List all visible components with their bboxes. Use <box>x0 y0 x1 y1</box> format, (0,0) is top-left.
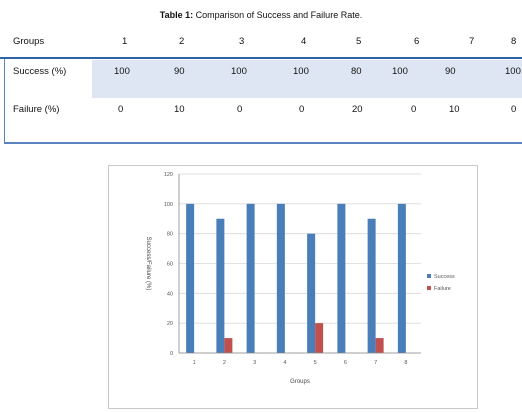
failure-value-4: 0 <box>299 104 305 115</box>
success-row-highlight <box>92 60 522 98</box>
failure-value-2: 10 <box>174 104 185 115</box>
success-value-5: 80 <box>351 66 362 77</box>
success-value-8: 100 <box>505 66 521 77</box>
header-group-1: 1 <box>122 36 128 47</box>
chart-bars <box>186 203 406 353</box>
failure-value-8: 0 <box>511 104 517 115</box>
y-tick-40: 40 <box>167 291 173 297</box>
y-tick-100: 100 <box>164 202 173 208</box>
bar-success-7 <box>367 218 376 353</box>
table-caption-number: Table 1: <box>159 10 194 20</box>
bar-failure-7 <box>375 338 384 353</box>
x-tick-7: 7 <box>374 360 377 366</box>
table-bottom-border <box>4 142 522 144</box>
x-tick-6: 6 <box>344 360 347 366</box>
x-tick-8: 8 <box>404 360 407 366</box>
bar-success-1 <box>186 203 195 353</box>
failure-value-3: 0 <box>237 104 243 115</box>
chart-legend: Success Failure <box>427 274 455 292</box>
x-tick-3: 3 <box>253 360 256 366</box>
legend-label-success: Success <box>434 274 455 280</box>
legend-swatch-failure <box>427 286 431 290</box>
chart-y-axis-label: Success/Failure (%) <box>145 237 151 291</box>
success-value-2: 90 <box>174 66 185 77</box>
failure-value-1: 0 <box>118 104 124 115</box>
bar-failure-2 <box>224 338 233 353</box>
header-group-7: 7 <box>469 36 475 47</box>
chart-x-axis-label: Groups <box>290 379 310 385</box>
header-group-6: 6 <box>414 36 420 47</box>
header-group-5: 5 <box>356 36 362 47</box>
row-label-failure: Failure (%) <box>13 104 60 115</box>
bar-success-2 <box>216 218 225 353</box>
bar-chart: 0 20 40 60 80 100 120 1 2 3 4 5 6 7 8 Success/Failure… <box>145 172 455 385</box>
failure-value-5: 20 <box>352 104 363 115</box>
y-tick-80: 80 <box>167 232 173 238</box>
success-value-7: 90 <box>445 66 456 77</box>
success-value-3: 100 <box>231 66 247 77</box>
x-tick-1: 1 <box>193 360 196 366</box>
header-group-3: 3 <box>239 36 245 47</box>
y-tick-120: 120 <box>164 172 173 178</box>
row-label-success: Success (%) <box>13 66 67 77</box>
bar-success-3 <box>246 203 255 353</box>
bar-success-8 <box>397 203 406 353</box>
x-tick-2: 2 <box>223 360 226 366</box>
bar-success-4 <box>276 203 285 353</box>
chart-y-ticks: 0 20 40 60 80 100 120 <box>164 172 173 357</box>
row-label-border <box>4 59 92 143</box>
legend-label-failure: Failure <box>434 286 451 292</box>
bar-success-5 <box>307 233 316 353</box>
success-value-1: 100 <box>114 66 130 77</box>
x-tick-5: 5 <box>314 360 317 366</box>
header-group-4: 4 <box>301 36 307 47</box>
y-tick-20: 20 <box>167 321 173 327</box>
x-tick-4: 4 <box>283 360 286 366</box>
y-tick-60: 60 <box>167 262 173 268</box>
success-value-4: 100 <box>293 66 309 77</box>
header-group-8: 8 <box>511 36 517 47</box>
chart-axes <box>178 174 421 354</box>
table-caption-text: Comparison of Success and Failure Rate. <box>193 10 363 20</box>
bar-failure-5 <box>315 323 324 353</box>
header-divider <box>0 57 522 59</box>
header-groups-label: Groups <box>13 36 45 47</box>
chart-x-ticks: 1 2 3 4 5 6 7 8 <box>193 360 408 366</box>
success-value-6: 100 <box>392 66 408 77</box>
legend-swatch-success <box>427 274 431 278</box>
results-table: Table 1: Comparison of Success and Failu… <box>0 0 522 150</box>
chart-gridlines <box>179 173 421 354</box>
failure-value-7: 10 <box>449 104 460 115</box>
failure-value-6: 0 <box>411 104 417 115</box>
bar-success-6 <box>337 203 346 353</box>
y-tick-0: 0 <box>170 351 173 357</box>
bar-chart-frame: 0 20 40 60 80 100 120 1 2 3 4 5 6 7 8 Success/Failure… <box>108 165 478 409</box>
table-caption: Table 1: Comparison of Success and Failu… <box>0 10 522 20</box>
header-group-2: 2 <box>179 36 185 47</box>
